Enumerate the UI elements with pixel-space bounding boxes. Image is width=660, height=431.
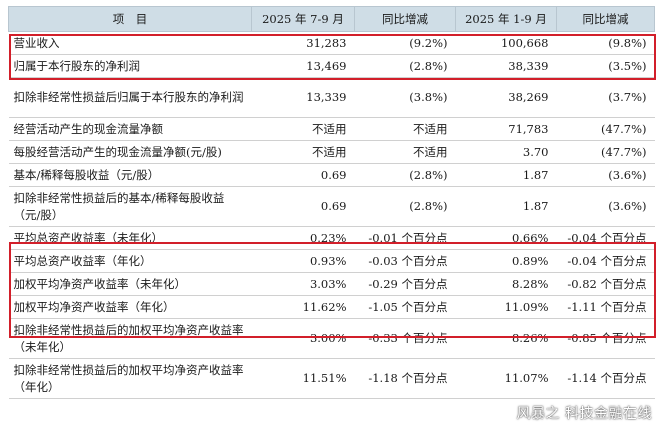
cell-ytd: 0.89% <box>455 249 557 273</box>
cell-ytd: 38,269 <box>455 77 557 118</box>
cell-q3-yoy: -0.29 个百分点 <box>354 272 456 296</box>
cell-ytd: 11.09% <box>455 295 557 319</box>
cell-q3: 不适用 <box>251 117 355 141</box>
cell-ytd: 8.26% <box>455 318 557 359</box>
table-row: 加权平均净资产收益率（未年化） 3.03% -0.29 个百分点 8.28% -… <box>8 272 655 296</box>
table-row: 平均总资产收益率（未年化） 0.23% -0.01 个百分点 0.66% -0.… <box>8 226 655 250</box>
cell-q3-yoy: (2.8%) <box>354 186 456 227</box>
cell-ytd-yoy: (47.7%) <box>556 117 655 141</box>
cell-ytd-yoy: -1.14 个百分点 <box>556 358 655 399</box>
cell-q3-yoy: 不适用 <box>354 140 456 164</box>
row-label: 加权平均净资产收益率（未年化） <box>8 272 252 296</box>
row-label: 归属于本行股东的净利润 <box>8 54 252 78</box>
cell-ytd-yoy: (3.6%) <box>556 163 655 187</box>
cell-q3: 0.93% <box>251 249 355 273</box>
table-row: 扣除非经常性损益后归属于本行股东的净利润 13,339 (3.8%) 38,26… <box>8 77 655 118</box>
cell-q3-yoy: -1.18 个百分点 <box>354 358 456 399</box>
cell-ytd: 38,339 <box>455 54 557 78</box>
cell-ytd: 100,668 <box>455 31 557 55</box>
cell-q3: 11.51% <box>251 358 355 399</box>
table-row: 每股经营活动产生的现金流量净额(元/股) 不适用 不适用 3.70 (47.7%… <box>8 140 655 164</box>
header-row: 项 目 2025 年 7-9 月 同比增减 2025 年 1-9 月 同比增减 <box>8 6 655 32</box>
header-q3-yoy: 同比增减 <box>354 6 456 32</box>
header-q3: 2025 年 7-9 月 <box>251 6 355 32</box>
cell-q3-yoy: -0.33 个百分点 <box>354 318 456 359</box>
cell-q3: 3.03% <box>251 272 355 296</box>
row-label: 扣除非经常性损益后归属于本行股东的净利润 <box>8 77 252 118</box>
row-label: 扣除非经常性损益后的加权平均净资产收益率（未年化） <box>8 318 252 359</box>
cell-ytd: 71,783 <box>455 117 557 141</box>
cell-ytd-yoy: (9.8%) <box>556 31 655 55</box>
cell-q3-yoy: (2.8%) <box>354 163 456 187</box>
table-row: 营业收入 31,283 (9.2%) 100,668 (9.8%) <box>8 31 655 55</box>
row-label: 平均总资产收益率（未年化） <box>8 226 252 250</box>
row-label: 平均总资产收益率（年化） <box>8 249 252 273</box>
row-label: 经营活动产生的现金流量净额 <box>8 117 252 141</box>
cell-ytd: 1.87 <box>455 186 557 227</box>
cell-ytd-yoy: -0.04 个百分点 <box>556 226 655 250</box>
cell-q3-yoy: -0.03 个百分点 <box>354 249 456 273</box>
table-row: 归属于本行股东的净利润 13,469 (2.8%) 38,339 (3.5%) <box>8 54 655 78</box>
row-label: 扣除非经常性损益后的加权平均净资产收益率（年化） <box>8 358 252 399</box>
financial-summary-table: 项 目 2025 年 7-9 月 同比增减 2025 年 1-9 月 同比增减 … <box>8 6 655 399</box>
cell-q3: 13,339 <box>251 77 355 118</box>
cell-q3: 不适用 <box>251 140 355 164</box>
cell-q3: 31,283 <box>251 31 355 55</box>
cell-ytd: 1.87 <box>455 163 557 187</box>
table-row: 经营活动产生的现金流量净额 不适用 不适用 71,783 (47.7%) <box>8 117 655 141</box>
cell-q3-yoy: 不适用 <box>354 117 456 141</box>
table-row: 平均总资产收益率（年化） 0.93% -0.03 个百分点 0.89% -0.0… <box>8 249 655 273</box>
cell-ytd: 3.70 <box>455 140 557 164</box>
cell-q3: 0.69 <box>251 186 355 227</box>
row-label: 营业收入 <box>8 31 252 55</box>
cell-ytd-yoy: (3.7%) <box>556 77 655 118</box>
cell-ytd-yoy: -0.85 个百分点 <box>556 318 655 359</box>
watermark: 风暴之 科技金融在线 <box>516 406 652 422</box>
cell-q3-yoy: (2.8%) <box>354 54 456 78</box>
cell-q3: 0.23% <box>251 226 355 250</box>
cell-ytd-yoy: -1.11 个百分点 <box>556 295 655 319</box>
cell-q3-yoy: -1.05 个百分点 <box>354 295 456 319</box>
table-row: 扣除非经常性损益后的加权平均净资产收益率（未年化） 3.00% -0.33 个百… <box>8 318 655 359</box>
table-row: 加权平均净资产收益率（年化） 11.62% -1.05 个百分点 11.09% … <box>8 295 655 319</box>
cell-q3-yoy: -0.01 个百分点 <box>354 226 456 250</box>
cell-ytd-yoy: -0.82 个百分点 <box>556 272 655 296</box>
row-label: 每股经营活动产生的现金流量净额(元/股) <box>8 140 252 164</box>
cell-ytd: 8.28% <box>455 272 557 296</box>
cell-ytd-yoy: (3.5%) <box>556 54 655 78</box>
table-row: 扣除非经常性损益后的加权平均净资产收益率（年化） 11.51% -1.18 个百… <box>8 358 655 399</box>
cell-q3-yoy: (3.8%) <box>354 77 456 118</box>
cell-ytd-yoy: (3.6%) <box>556 186 655 227</box>
header-ytd-yoy: 同比增减 <box>556 6 655 32</box>
cell-q3: 11.62% <box>251 295 355 319</box>
row-label: 加权平均净资产收益率（年化） <box>8 295 252 319</box>
table-row: 基本/稀释每股收益（元/股） 0.69 (2.8%) 1.87 (3.6%) <box>8 163 655 187</box>
header-ytd: 2025 年 1-9 月 <box>455 6 557 32</box>
header-item: 项 目 <box>8 6 252 32</box>
cell-ytd-yoy: (47.7%) <box>556 140 655 164</box>
cell-q3: 13,469 <box>251 54 355 78</box>
cell-q3-yoy: (9.2%) <box>354 31 456 55</box>
cell-q3: 0.69 <box>251 163 355 187</box>
cell-q3: 3.00% <box>251 318 355 359</box>
row-label: 基本/稀释每股收益（元/股） <box>8 163 252 187</box>
table-row: 扣除非经常性损益后的基本/稀释每股收益（元/股） 0.69 (2.8%) 1.8… <box>8 186 655 227</box>
cell-ytd: 11.07% <box>455 358 557 399</box>
cell-ytd: 0.66% <box>455 226 557 250</box>
cell-ytd-yoy: -0.04 个百分点 <box>556 249 655 273</box>
row-label: 扣除非经常性损益后的基本/稀释每股收益（元/股） <box>8 186 252 227</box>
